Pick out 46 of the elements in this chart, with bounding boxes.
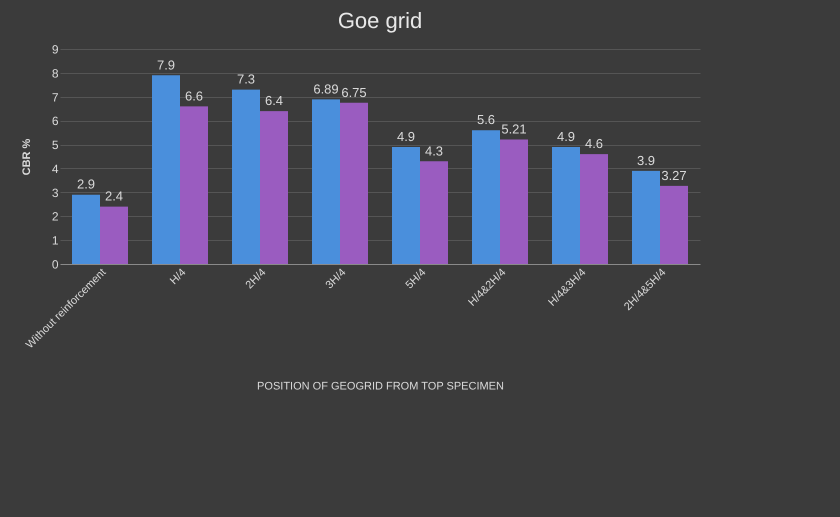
bar bbox=[312, 99, 340, 264]
data-label: 7.9 bbox=[156, 57, 176, 72]
data-label: 2.9 bbox=[76, 176, 96, 192]
data-label: 5.6 bbox=[476, 112, 496, 128]
data-label: 7.3 bbox=[236, 72, 256, 87]
data-label: 5.21 bbox=[501, 122, 527, 137]
y-axis-title: CBR % bbox=[20, 138, 33, 176]
data-label: 6.89 bbox=[313, 81, 339, 96]
bar bbox=[180, 106, 208, 264]
bar bbox=[260, 111, 288, 264]
bar bbox=[632, 170, 660, 264]
bar bbox=[580, 154, 608, 264]
data-label: 6.75 bbox=[341, 84, 367, 100]
bar bbox=[392, 146, 420, 264]
x-axis-title: POSITION OF GEOGRID FROM TOP SPECIMEN bbox=[257, 380, 504, 392]
data-label: 3.9 bbox=[636, 152, 656, 168]
data-label: 3.27 bbox=[661, 168, 687, 183]
bar bbox=[552, 146, 580, 264]
y-tick-label: 8 bbox=[52, 66, 59, 80]
y-tick-label: 6 bbox=[52, 114, 59, 128]
bar bbox=[500, 140, 528, 264]
bar bbox=[340, 102, 368, 264]
y-tick-label: 9 bbox=[52, 42, 59, 56]
x-tick-label: H/4 bbox=[168, 266, 188, 288]
bar bbox=[232, 90, 260, 264]
bar bbox=[100, 206, 128, 264]
bar bbox=[420, 161, 448, 264]
chart-title: Goe grid bbox=[338, 8, 422, 33]
data-label: 4.9 bbox=[556, 128, 576, 144]
data-label: 6.4 bbox=[264, 93, 284, 108]
data-label: 4.9 bbox=[396, 128, 416, 144]
data-label: 4.3 bbox=[424, 143, 444, 158]
y-tick-label: 5 bbox=[52, 138, 59, 152]
data-label: 6.6 bbox=[184, 88, 204, 104]
y-tick-label: 7 bbox=[52, 90, 59, 104]
bar bbox=[72, 194, 100, 264]
bar bbox=[660, 186, 688, 264]
y-tick-label: 1 bbox=[52, 234, 59, 248]
data-label: 4.6 bbox=[584, 136, 604, 152]
y-tick-label: 2 bbox=[52, 210, 59, 224]
bar bbox=[472, 130, 500, 264]
y-tick-label: 4 bbox=[52, 162, 59, 176]
data-label: 2.4 bbox=[104, 188, 124, 204]
bar bbox=[152, 75, 180, 264]
y-tick-label: 0 bbox=[52, 258, 59, 272]
y-tick-label: 3 bbox=[52, 186, 59, 200]
